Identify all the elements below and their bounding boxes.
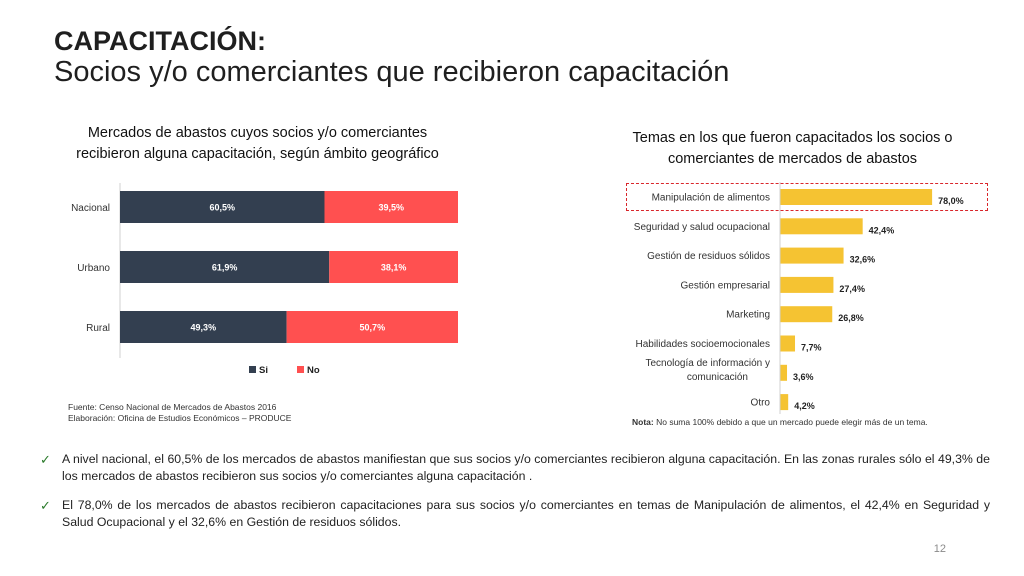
data-label: 32,6% xyxy=(850,255,876,265)
topic-bar xyxy=(780,335,796,352)
data-label: 4,2% xyxy=(794,401,815,411)
topics-bar-chart: Manipulación de alimentos 78,0% Seguridad … xyxy=(634,182,964,414)
topic-bar xyxy=(780,276,834,293)
bar-si xyxy=(120,191,325,223)
topic-bar xyxy=(780,306,833,323)
bullet-list: ✓ A nivel nacional, el 60,5% de los merc… xyxy=(40,451,990,543)
topic-bar xyxy=(780,394,789,411)
category-label: Gestión empresarial xyxy=(681,280,770,291)
data-label: 49,3% xyxy=(191,323,217,333)
category-label: Tecnología de información y xyxy=(645,358,770,369)
data-label: 42,4% xyxy=(869,225,895,235)
slide-subtitle: Socios y/o comerciantes que recibieron c… xyxy=(54,56,730,88)
category-label: Otro xyxy=(751,398,771,409)
bar-no xyxy=(286,311,458,343)
source-note: Fuente: Censo Nacional de Mercados de Ab… xyxy=(68,402,291,424)
bar-si xyxy=(120,311,287,343)
data-label: 27,4% xyxy=(839,284,865,294)
data-label: 60,5% xyxy=(209,203,235,213)
topic-bar xyxy=(780,218,863,235)
data-label: 7,7% xyxy=(801,343,822,353)
bar-no xyxy=(324,191,458,223)
stacked-bar-chart: Nacional 60,5% 39,5% Urbano 61,9% 38,1% Rural 4… xyxy=(71,183,458,376)
category-label: Manipulación de alimentos xyxy=(652,193,770,204)
bullet-text: El 78,0% de los mercados de abastos reci… xyxy=(62,498,990,529)
note-label: Nota: xyxy=(632,417,654,427)
category-label: Marketing xyxy=(726,310,770,321)
topic-bar xyxy=(780,247,844,264)
data-label: 61,9% xyxy=(212,263,238,273)
legend-swatch-no xyxy=(297,366,304,373)
bullet-item: ✓ A nivel nacional, el 60,5% de los merc… xyxy=(40,451,990,485)
category-label: Urbano xyxy=(77,263,110,274)
slide-title: CAPACITACIÓN: xyxy=(54,26,266,56)
topic-bar xyxy=(780,364,788,381)
category-label: Rural xyxy=(86,323,110,334)
bar-si xyxy=(120,251,330,283)
check-icon: ✓ xyxy=(40,498,51,513)
page-number: 12 xyxy=(933,543,946,555)
data-label: 50,7% xyxy=(360,323,386,333)
data-label: 39,5% xyxy=(378,203,404,213)
left-chart-title: Mercados de abastos cuyos socios y/o com… xyxy=(76,125,439,162)
elaboration-line: Elaboración: Oficina de Estudios Económi… xyxy=(68,413,292,423)
highlight-box xyxy=(626,183,988,211)
legend-label: Si xyxy=(259,365,268,376)
bullet-item: ✓ El 78,0% de los mercados de abastos re… xyxy=(40,497,990,531)
category-label: Habilidades socioemocionales xyxy=(635,339,770,350)
right-chart-title: Temas en los que fueron capacitados los … xyxy=(632,130,953,167)
category-label: Nacional xyxy=(71,203,110,214)
legend-label: No xyxy=(307,365,320,376)
note-text: No suma 100% debido a que un mercado pue… xyxy=(653,417,928,427)
data-label: 38,1% xyxy=(381,263,407,273)
topic-bar xyxy=(780,189,933,205)
data-label: 3,6% xyxy=(793,372,814,382)
data-label: 26,8% xyxy=(838,313,864,323)
data-label: 78,0% xyxy=(938,196,964,206)
check-icon: ✓ xyxy=(40,452,51,467)
category-label: Seguridad y salud ocupacional xyxy=(634,222,770,233)
bar-no xyxy=(329,251,458,283)
legend-swatch-si xyxy=(249,366,256,373)
source-line: Fuente: Censo Nacional de Mercados de Ab… xyxy=(68,402,277,412)
bullet-text: A nivel nacional, el 60,5% de los mercad… xyxy=(62,452,990,483)
category-label: Gestión de residuos sólidos xyxy=(647,251,770,262)
category-label: comunicación xyxy=(687,372,748,383)
chart-note: Nota: No suma 100% debido a que un merca… xyxy=(632,417,928,427)
